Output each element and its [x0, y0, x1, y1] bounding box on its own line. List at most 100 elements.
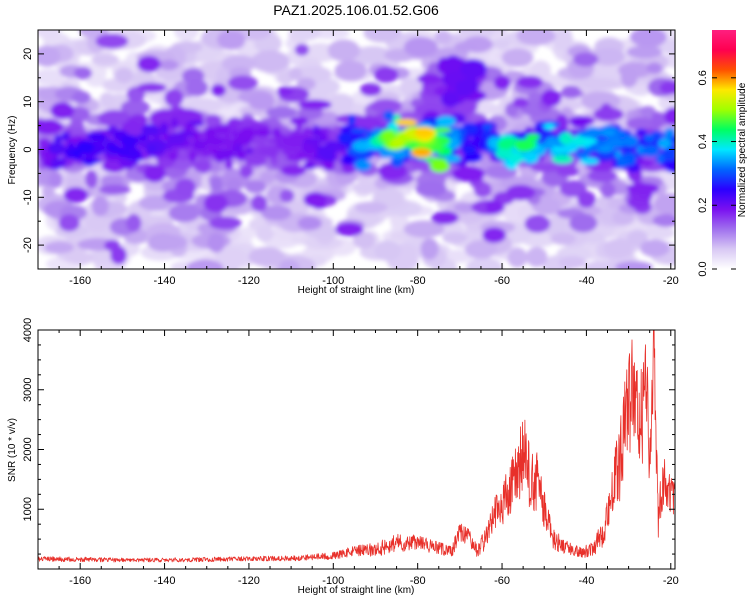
spectrogram-cell: [574, 151, 589, 160]
spectrogram-cell: [525, 133, 541, 141]
x-tick-label: -80: [410, 275, 426, 287]
spectrogram-cell: [591, 47, 625, 66]
spectrogram-cell: [98, 184, 131, 195]
spectrogram-cell: [626, 229, 649, 247]
spectrogram-cell: [192, 139, 206, 150]
spectrogram-cell: [403, 127, 415, 137]
y-tick-label: 1000: [22, 497, 34, 521]
spectrogram-cell: [258, 148, 272, 155]
spectrogram-cell: [185, 78, 209, 97]
spectrogram-cell: [552, 30, 574, 51]
spectrogram-cell: [38, 45, 61, 67]
spectrogram-cell: [417, 73, 442, 84]
x-tick-label: -60: [494, 275, 510, 287]
spectrogram-cell: [514, 139, 534, 152]
spectrogram-cell: [348, 114, 356, 126]
y-tick-label: -10: [22, 189, 34, 205]
spectrogram-cell: [264, 145, 279, 159]
spectrogram-cell: [626, 117, 658, 131]
colorbar: 0.0 0.2 0.4 0.6 Normalized spectral amplitu…: [697, 30, 748, 277]
spectrogram-cell: [350, 127, 369, 134]
spectrogram-cell: [616, 156, 629, 169]
spectrogram-cell: [63, 187, 88, 204]
spectrogram-cell: [160, 123, 168, 135]
spectrogram-cell: [370, 98, 402, 114]
spectrogram-cell: [644, 133, 655, 143]
spectrogram-cell: [612, 210, 635, 226]
spectrogram-cell: [508, 152, 524, 164]
spectrogram-cell: [461, 145, 477, 155]
spectrogram-cell: [288, 67, 302, 81]
colorbar-ticks: 0.0 0.2 0.4 0.6: [697, 70, 736, 277]
spectrogram-cell: [143, 164, 166, 183]
spectrogram-cell: [587, 169, 617, 183]
spectrogram-cell: [192, 129, 201, 142]
spectrogram-cell: [657, 138, 672, 149]
spectrogram-cell: [91, 53, 119, 66]
spectrogram-cell: [113, 272, 141, 286]
spectrogram-cell: [530, 162, 562, 173]
spectrogram-cell: [545, 136, 559, 150]
spectrogram-cell: [603, 238, 634, 259]
spectrogram-cell: [203, 136, 226, 146]
spectrogram-cell: [76, 140, 95, 154]
spectrogram-cell: [312, 124, 321, 138]
colorbar-gradient: [712, 30, 736, 269]
x-tick-label: -20: [663, 575, 679, 587]
spectrogram-cell: [482, 227, 507, 244]
spectrogram-cell: [303, 161, 316, 170]
spectrogram-cell: [158, 59, 179, 71]
spectrogram-cell: [577, 191, 596, 208]
spectrogram-cell: [527, 91, 543, 104]
spectrogram-cell: [507, 247, 528, 268]
spectrogram-cell: [166, 133, 186, 146]
spectrogram-cell: [431, 127, 452, 134]
spectrogram-cell: [110, 246, 127, 265]
spectrogram-cell: [354, 201, 388, 214]
spectrogram-cell: [556, 146, 578, 153]
spectrogram-cell: [599, 145, 612, 153]
spectrogram-cell: [626, 183, 660, 194]
spectrogram-cell: [50, 102, 75, 120]
x-tick-label: -80: [410, 575, 426, 587]
spectrogram-cell: [359, 82, 382, 97]
spectrogram-cell: [99, 92, 115, 108]
spectrogram-cell: [626, 45, 662, 59]
spectrogram-cell: [323, 151, 336, 162]
spectrogram-cell: [550, 232, 576, 245]
spectrogram-cell: [600, 182, 616, 198]
spectrogram-cell: [203, 193, 229, 213]
spectrogram-cell: [334, 60, 368, 82]
spectrogram-cell: [58, 214, 80, 232]
spectrogram-cell: [442, 232, 468, 244]
x-tick-label: -100: [322, 575, 344, 587]
spectrogram-panel: -160 -140 -120 -100 -80 -60 -40 -20-20-1001020 …: [7, 29, 679, 296]
spectrogram-cell: [516, 30, 556, 46]
spectrogram-cell: [652, 214, 675, 227]
spectrogram-cell: [415, 180, 447, 197]
spectrogram-cell: [555, 114, 569, 133]
y-tick-label: 20: [22, 48, 34, 60]
spectrogram-cell: [571, 135, 586, 146]
x-tick-label: -120: [238, 275, 260, 287]
spectrogram-cell: [454, 41, 478, 53]
spectrogram-cell: [653, 193, 675, 216]
spectrogram-cell: [85, 170, 98, 189]
y-tick-label: 0: [22, 146, 34, 152]
colorbar-tick-label: 0.4: [697, 134, 709, 149]
spectrogram-cell: [209, 216, 242, 230]
spectrogram-cell: [436, 115, 456, 128]
spectrogram-cell: [526, 246, 548, 268]
spectrogram-cell: [170, 117, 179, 129]
spectrogram-cell: [209, 176, 223, 192]
spectrogram-cell: [556, 166, 580, 177]
spectrogram-cell: [38, 119, 64, 135]
spectrogram-cell: [248, 246, 285, 267]
spectrogram-cell: [382, 129, 397, 143]
spectrogram-cell: [524, 214, 551, 233]
spectrogram-cell: [51, 157, 63, 171]
spectrogram-cell: [561, 85, 581, 98]
spectrogram-cell: [558, 256, 586, 269]
y-tick-label: 10: [22, 96, 34, 108]
spectrogram-cell: [501, 48, 534, 68]
